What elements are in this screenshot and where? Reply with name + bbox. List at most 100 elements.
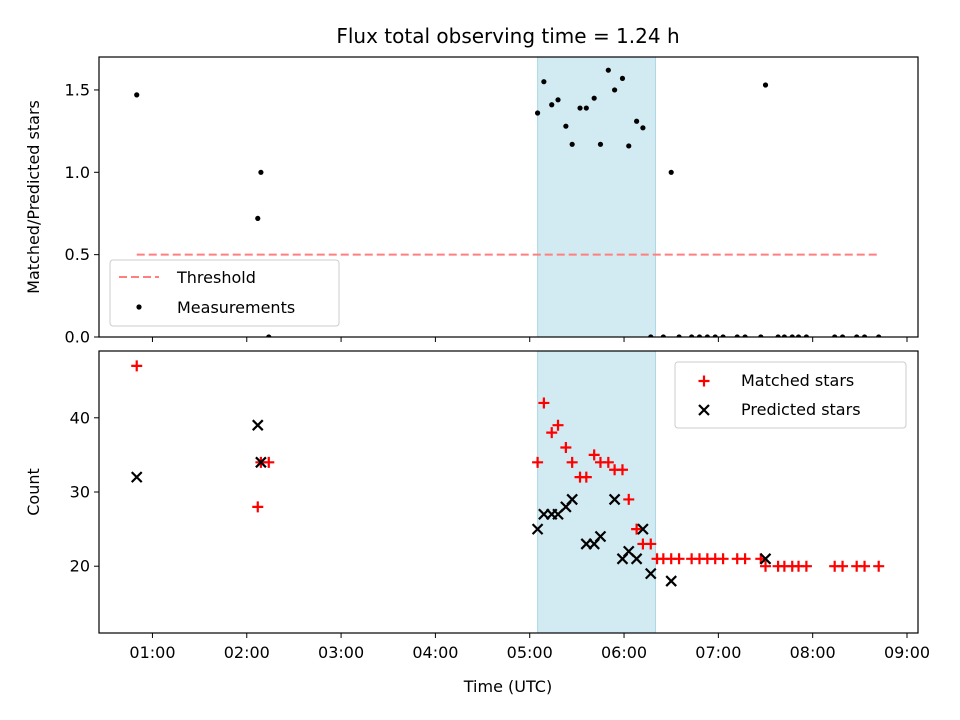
x-tick-label: 05:00 [507,643,553,662]
measurement-point [534,110,541,116]
measurement-point [742,334,748,337]
measurement-point [583,105,589,111]
measurement-point [861,334,868,337]
predicted-star-point [665,575,677,587]
measurement-point [549,102,555,108]
matched-star-point [588,449,600,461]
x-tick-label: 02:00 [224,643,270,662]
legend-matched-label: Matched stars [741,371,854,390]
x-tick-label: 07:00 [695,643,741,662]
ylabel-ratio: Matched/Predicted stars [24,100,43,294]
predicted-star-point [531,523,544,535]
x-tick-label: 06:00 [601,643,647,662]
measurement-point [676,334,682,337]
matched-star-point [566,456,578,468]
plot-area [134,67,882,337]
measurement-point [689,334,695,337]
measurement-point [660,334,666,337]
matched-star-point [602,456,614,468]
matched-star-point [873,560,885,572]
measurement-point [605,67,611,73]
measurement-point [876,334,882,337]
measurement-point [266,334,272,337]
measurement-point [634,118,640,124]
measurement-point [789,334,795,337]
measurement-point [839,334,846,337]
chart-title: Flux total observing time = 1.24 h [336,24,679,48]
measurement-point [696,334,703,337]
predicted-star-point [630,553,643,565]
measurement-point [648,334,654,337]
legend: Matched stars Predicted stars [674,361,907,429]
measurement-point [591,95,597,101]
measurement-point [597,141,604,147]
legend-predicted-label: Predicted stars [741,400,861,419]
x-tick-label: 01:00 [129,643,175,662]
matched-star-point [739,553,751,565]
y-tick-label: 0.5 [65,245,90,264]
measurement-point [612,87,618,93]
legend-box [109,259,340,327]
measurement-point [704,334,710,337]
matched-star-point [560,441,572,453]
measurement-point [555,97,561,103]
predicted-star-point [251,419,264,431]
measurement-point [626,143,632,149]
predicted-star-point [255,456,267,469]
measurement-point [134,92,140,98]
y-tick-label: 1.5 [65,80,90,99]
measurement-point [781,334,787,337]
measurement-point [795,334,802,337]
panel-ratio: 0.0 0.5 1.0 1.5 Threshold Measurements [65,56,919,347]
matched-star-point [546,427,558,439]
measurement-point [640,125,646,131]
observing-interval-shade [537,350,656,634]
measurement-point [775,334,781,337]
predicted-star-point [594,530,607,543]
measurement-point [258,169,264,175]
x-tick-label: 09:00 [884,643,930,662]
observing-interval-shade [537,56,656,338]
matched-star-point [580,471,592,483]
predicted-star-point [130,471,143,483]
legend-matched-swatch [698,375,710,387]
legend-box [674,361,907,429]
matched-star-point [673,553,685,565]
matched-star-point [263,456,275,468]
xlabel: Time (UTC) [463,677,552,696]
matched-star-point [631,523,643,535]
measurement-point [541,79,547,85]
matched-star-point [552,419,564,431]
predicted-star-point [644,567,657,580]
y-tick-label: 20 [70,557,90,576]
measurement-point [720,334,726,337]
matched-star-point [760,560,772,572]
legend-predicted-swatch [698,404,710,416]
measurement-point [577,105,583,111]
measurement-point [734,334,740,337]
ylabel-count: Count [24,468,43,516]
predicted-star-point [759,553,772,565]
x-tick-label: 04:00 [412,643,458,662]
x-tick-label: 08:00 [790,643,836,662]
matched-star-point [532,456,544,468]
legend-threshold-label: Threshold [176,268,256,287]
measurement-point [803,334,809,337]
measurement-point [668,169,674,175]
measurement-point [758,334,764,337]
matched-star-point [252,501,264,513]
matched-star-point [131,360,143,372]
panel-count: 20 30 40 01:00 02:00 03:00 04:00 05:00 06:00 07:0… [70,350,930,662]
legend: Threshold Measurements [109,259,340,327]
legend-measurements-label: Measurements [177,298,295,317]
axes-frame [98,56,919,338]
measurement-point [832,334,838,337]
measurement-point [619,75,626,82]
y-tick-label: 40 [70,408,90,427]
matched-star-point [837,560,849,572]
matched-star-point [800,560,812,572]
matched-star-point [645,538,657,550]
predicted-star-point [566,493,578,506]
measurement-point [854,334,860,337]
legend-measurements-swatch [136,304,142,310]
